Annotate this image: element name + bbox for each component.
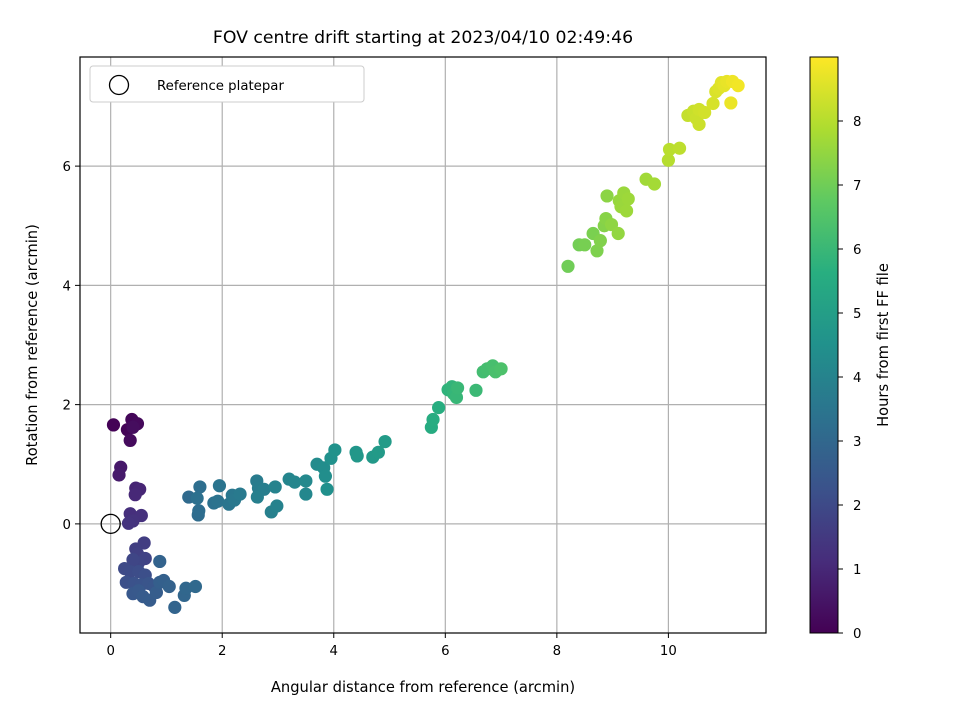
colorbar-tick-label: 3 [853, 435, 861, 450]
data-point [320, 482, 334, 496]
reference-marker-layer [100, 513, 121, 535]
colorbar-tick-label: 7 [853, 179, 861, 194]
colorbar-tick-label: 0 [853, 627, 861, 642]
x-tick-label: 0 [106, 644, 114, 659]
x-axis-label: Angular distance from reference (arcmin) [271, 679, 575, 696]
data-point [672, 141, 687, 155]
plot-frame [79, 56, 767, 634]
data-point [162, 579, 176, 594]
colorbar-tick-label: 8 [853, 115, 861, 130]
data-point [193, 480, 207, 494]
data-point [426, 412, 440, 427]
colorbar-tick-label: 2 [853, 499, 861, 514]
data-points [106, 74, 745, 614]
data-point [270, 499, 284, 513]
y-axis-ticks: 0 2 4 6 [63, 160, 80, 533]
data-point [590, 244, 604, 258]
x-axis-ticks: 0 2 4 6 8 10 [106, 633, 677, 659]
data-point [190, 491, 204, 505]
data-point [494, 362, 508, 376]
colorbar: 0 1 2 3 4 5 6 7 8 Hours from first FF file [809, 56, 892, 642]
x-tick-label: 8 [553, 644, 561, 659]
colorbar-ticks: 0 1 2 3 4 5 6 7 8 [838, 115, 861, 642]
colorbar-label: Hours from first FF file [875, 263, 892, 427]
colorbar-gradient [809, 56, 839, 634]
data-point [153, 554, 167, 569]
data-point [233, 487, 247, 501]
data-point [299, 474, 313, 488]
data-point [212, 479, 227, 493]
data-point [619, 204, 634, 218]
data-point [578, 238, 592, 252]
legend-box [89, 65, 365, 103]
data-point [328, 443, 342, 457]
chart-title: FOV centre drift starting at 2023/04/10 … [213, 28, 633, 48]
data-point [731, 79, 745, 93]
x-tick-label: 10 [660, 644, 677, 659]
colorbar-tick-label: 5 [853, 307, 861, 322]
data-point [188, 579, 203, 594]
data-point [112, 468, 126, 482]
data-point [128, 488, 142, 502]
data-point [250, 490, 264, 504]
data-point [378, 434, 392, 449]
reference-platepar-marker [100, 513, 121, 535]
legend-label: Reference platepar [157, 79, 284, 94]
data-point [662, 142, 677, 157]
data-point [126, 553, 140, 567]
data-point [121, 516, 136, 530]
data-point [288, 475, 302, 489]
data-point [168, 600, 182, 614]
grid-lines [80, 57, 766, 633]
data-point [692, 117, 706, 131]
data-point [106, 418, 121, 432]
data-point [123, 433, 137, 448]
data-point [449, 390, 464, 405]
data-point [698, 105, 712, 120]
data-point [593, 234, 607, 248]
data-point [299, 487, 313, 501]
legend-marker-open-circle [108, 74, 130, 96]
data-point [350, 449, 364, 463]
colorbar-tick-label: 1 [853, 563, 861, 578]
data-point [432, 401, 446, 415]
legend: Reference platepar [89, 65, 365, 103]
data-point [706, 96, 720, 111]
data-point [211, 494, 225, 508]
data-point [561, 259, 575, 273]
y-tick-label: 2 [63, 399, 71, 414]
data-point [450, 381, 465, 395]
data-point [371, 445, 385, 459]
data-point [647, 177, 662, 191]
y-tick-label: 0 [63, 518, 71, 533]
x-tick-label: 4 [330, 644, 338, 659]
data-point [600, 189, 614, 203]
x-tick-label: 2 [218, 644, 226, 659]
data-point [621, 192, 635, 206]
x-tick-label: 6 [441, 644, 449, 659]
data-point [724, 96, 738, 110]
data-point [611, 226, 625, 241]
colorbar-tick-label: 6 [853, 243, 861, 258]
data-point [469, 383, 483, 397]
data-point [192, 504, 206, 518]
y-tick-label: 4 [63, 279, 71, 294]
data-point [149, 585, 164, 600]
data-point [268, 480, 282, 494]
data-point [318, 469, 332, 483]
colorbar-tick-label: 4 [853, 371, 861, 386]
data-point [661, 153, 675, 167]
y-tick-label: 6 [63, 160, 71, 175]
data-point [126, 420, 140, 434]
y-axis-label: Rotation from reference (arcmin) [24, 224, 41, 466]
